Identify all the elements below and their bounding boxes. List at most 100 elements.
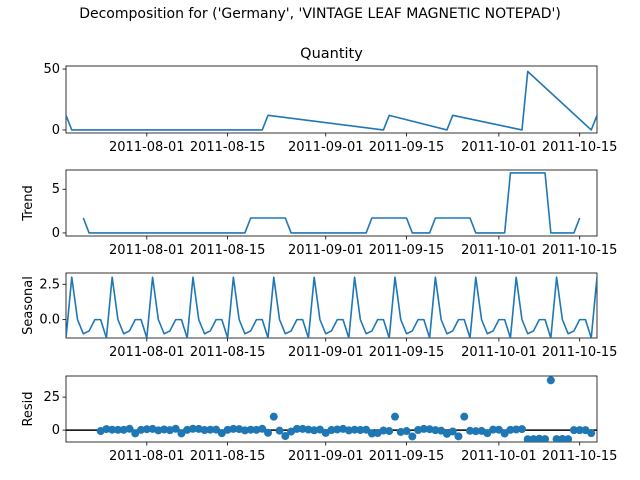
resid-point (281, 432, 290, 441)
x-tick-label: 2011-10-15 (542, 243, 618, 258)
data-layer (66, 276, 597, 338)
x-tick-label: 2011-09-15 (369, 449, 445, 464)
x-tick-label: 2011-10-15 (542, 449, 618, 464)
resid-point (108, 425, 117, 434)
resid-point (298, 424, 307, 433)
subplot-1: 0 50 2011-08-01 2011-08-15 2011-09-01 2011-09… (43, 46, 617, 155)
resid-point (367, 429, 376, 438)
axes-frame (65, 169, 598, 237)
x-tick-label: 2011-10-01 (461, 345, 537, 360)
resid-point (489, 425, 498, 434)
resid-point (160, 425, 169, 434)
resid-point (517, 425, 526, 434)
x-tick-label: 2011-09-15 (369, 243, 445, 258)
x-tick-label: 2011-10-15 (542, 345, 618, 360)
subplot-2: 0 5 2011-08-01 2011-08-15 2011-09-01 2011-09-… (21, 169, 618, 258)
resid-point (200, 425, 209, 434)
resid-point (142, 425, 151, 434)
series-line (66, 70, 597, 131)
resid-point (448, 427, 457, 436)
y-tick-label: 0.0 (39, 313, 60, 328)
y-tick-label: 25 (43, 390, 60, 405)
axes-frame (65, 272, 598, 339)
resid-point (512, 425, 521, 434)
series-line (66, 276, 597, 338)
resid-point (264, 428, 273, 437)
resid-point (390, 412, 399, 421)
resid-point (500, 429, 509, 438)
resid-point (587, 429, 596, 438)
resid-point (362, 425, 371, 434)
x-tick-label: 2011-08-15 (190, 449, 266, 464)
y-tick-label: 0 (52, 423, 60, 438)
resid-point (258, 424, 267, 433)
series-line (82, 172, 581, 234)
y-tick-label: 2.5 (39, 277, 60, 292)
x-tick-label: 2011-08-15 (190, 243, 266, 258)
x-tick-label: 2011-10-01 (461, 449, 537, 464)
y-tick-label: 50 (43, 62, 60, 77)
resid-point (137, 425, 146, 434)
x-tick-label: 2011-10-15 (542, 140, 618, 155)
x-tick-label: 2011-09-01 (288, 449, 364, 464)
resid-point (402, 427, 411, 436)
x-tick-label: 2011-08-15 (190, 140, 266, 155)
subplot-title: Quantity (300, 46, 363, 62)
resid-point (454, 432, 463, 441)
data-layer (66, 70, 597, 131)
y-axis-label: Seasonal (21, 276, 36, 335)
x-tick-label: 2011-08-01 (109, 140, 185, 155)
resid-point (419, 424, 428, 433)
x-tick-label: 2011-08-01 (109, 345, 185, 360)
y-tick-label: 0 (52, 226, 60, 241)
x-tick-label: 2011-09-15 (369, 345, 445, 360)
resid-point (466, 426, 475, 435)
resid-point (546, 376, 555, 385)
resid-point (188, 424, 197, 433)
data-layer (82, 172, 581, 234)
x-tick-label: 2011-09-01 (288, 243, 364, 258)
resid-point (131, 429, 140, 438)
x-tick-label: 2011-09-01 (288, 140, 364, 155)
resid-point (171, 424, 180, 433)
resid-point (431, 426, 440, 435)
resid-point (304, 425, 313, 434)
resid-point (408, 432, 417, 441)
resid-point (460, 412, 469, 421)
resid-point (471, 427, 480, 436)
x-tick-label: 2011-09-01 (288, 345, 364, 360)
y-tick-label: 5 (52, 182, 60, 197)
resid-point (344, 426, 353, 435)
resid-point (275, 426, 284, 435)
x-tick-label: 2011-08-15 (190, 345, 266, 360)
x-tick-label: 2011-09-15 (369, 140, 445, 155)
resid-point (177, 429, 186, 438)
resid-point (113, 425, 122, 434)
resid-point (246, 425, 255, 434)
resid-point (356, 425, 365, 434)
data-layer (66, 376, 597, 442)
resid-point (229, 424, 238, 433)
resid-point (206, 425, 215, 434)
resid-point (494, 425, 503, 434)
resid-point (385, 427, 394, 436)
resid-point (350, 425, 359, 434)
resid-point (269, 412, 278, 421)
resid-point (292, 424, 301, 433)
y-tick-label: 0 (52, 123, 60, 138)
subplot-3: 0.0 2.5 2011-08-01 2011-08-15 2011-09-01 2011… (21, 272, 618, 360)
resid-point (541, 435, 550, 442)
resid-point (327, 425, 336, 434)
resid-point (333, 425, 342, 434)
resid-point (569, 426, 578, 435)
resid-point (102, 425, 111, 434)
resid-point (483, 429, 492, 438)
subplot-4: 0 25 2011-08-01 2011-08-15 2011-09-01 2011-09… (21, 375, 618, 464)
resid-point (240, 426, 249, 435)
y-axis-label: Resid (21, 391, 36, 426)
x-tick-label: 2011-08-01 (109, 243, 185, 258)
x-tick-label: 2011-10-01 (461, 243, 537, 258)
axes-frame (65, 65, 598, 134)
x-tick-label: 2011-10-01 (461, 140, 537, 155)
